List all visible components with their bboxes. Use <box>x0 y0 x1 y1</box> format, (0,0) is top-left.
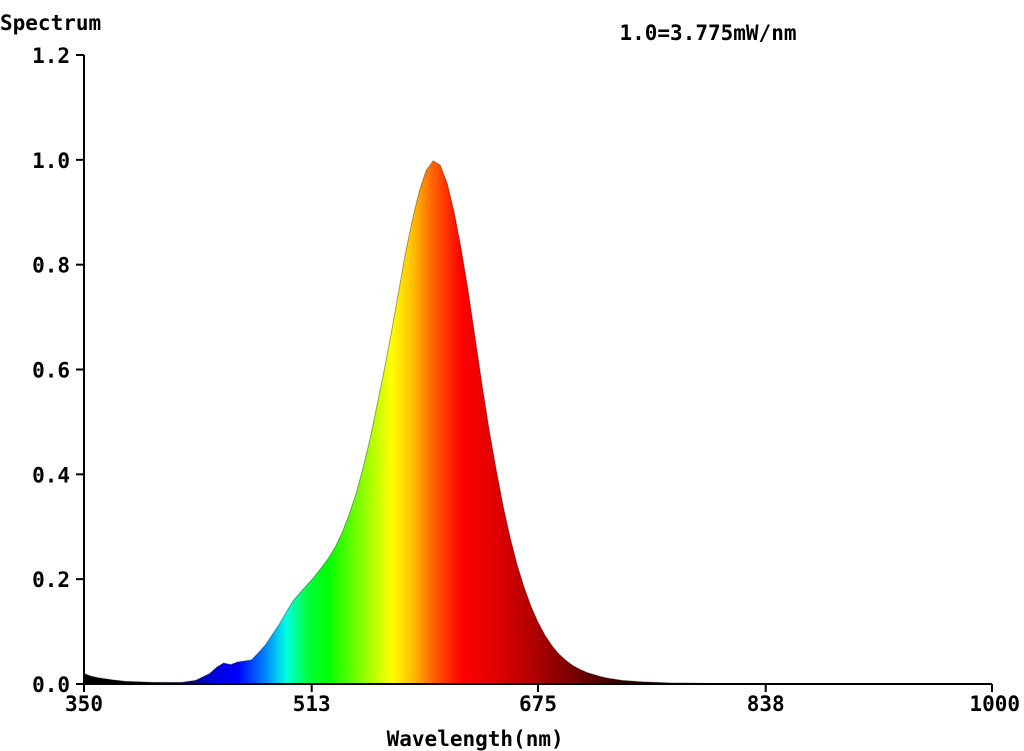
x-ticks: 350 513 675 838 1000 <box>65 684 1020 716</box>
y-tick-label: 1.0 <box>32 149 70 173</box>
x-tick-label: 838 <box>747 692 785 716</box>
x-tick-label: 350 <box>65 692 103 716</box>
scale-annotation: 1.0=3.775mW/nm <box>619 21 796 45</box>
y-tick-label: 1.2 <box>32 44 70 68</box>
x-tick-label: 675 <box>519 692 557 716</box>
y-tick-label: 0.4 <box>32 463 70 487</box>
y-tick-label: 0.0 <box>32 673 70 697</box>
y-tick-label: 0.8 <box>32 254 70 278</box>
x-tick-label: 1000 <box>969 692 1020 716</box>
spectrum-outline <box>83 160 992 685</box>
spectrum-area <box>83 160 992 685</box>
y-tick-label: 0.6 <box>32 359 70 383</box>
x-axis-title: Wavelength(nm) <box>387 727 564 751</box>
y-tick-label: 0.2 <box>32 568 70 592</box>
spectrum-fill <box>84 160 992 684</box>
y-ticks: 0.0 0.2 0.4 0.6 0.8 1.0 1.2 <box>32 44 84 697</box>
x-tick-label: 513 <box>293 692 331 716</box>
y-axis-title: Spectrum <box>0 11 101 35</box>
